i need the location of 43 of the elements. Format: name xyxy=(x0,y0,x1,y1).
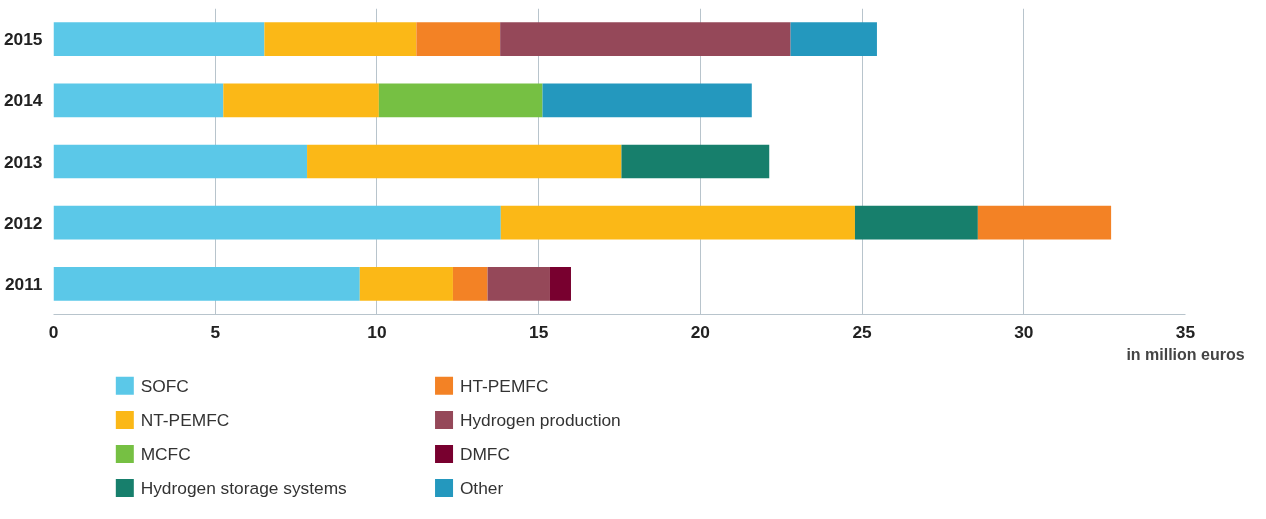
x-tick-label: 30 xyxy=(1014,321,1034,342)
legend-label: NT-PEMFC xyxy=(140,409,230,430)
bar xyxy=(416,22,501,56)
y-tick-label: 2013 xyxy=(3,151,43,172)
x-tick-label: 5 xyxy=(210,321,221,342)
bar xyxy=(264,22,417,56)
y-tick-label: 2015 xyxy=(3,29,43,50)
y-tick-label: 2014 xyxy=(3,90,43,111)
bar xyxy=(790,22,877,56)
bar xyxy=(53,267,360,301)
legend-label: Hydrogen storage systems xyxy=(140,478,348,499)
bar xyxy=(549,267,571,301)
bar xyxy=(542,83,752,118)
y-tick-label: 2011 xyxy=(4,273,43,294)
bar xyxy=(53,22,265,56)
bar xyxy=(500,22,791,56)
legend-label: HT-PEMFC xyxy=(459,375,549,396)
bar xyxy=(452,267,488,301)
legend-label: MCFC xyxy=(140,443,191,464)
legend-label: SOFC xyxy=(140,375,189,396)
y-tick-label: 2012 xyxy=(3,212,43,233)
bar xyxy=(977,205,1112,240)
bar xyxy=(500,205,855,240)
bar xyxy=(223,83,379,118)
bar xyxy=(854,205,978,240)
bar xyxy=(359,267,453,301)
legend-label: Hydrogen production xyxy=(459,409,621,430)
x-tick-label: 35 xyxy=(1175,321,1196,342)
bar xyxy=(53,83,224,118)
bar xyxy=(53,144,308,179)
bar xyxy=(378,83,543,118)
x-tick-label: 25 xyxy=(852,321,873,342)
x-tick-label: 15 xyxy=(529,321,549,342)
bar xyxy=(53,205,501,240)
bar xyxy=(621,144,770,179)
x-tick-label: 10 xyxy=(367,321,387,342)
bar xyxy=(487,267,550,301)
legend-label: Other xyxy=(459,478,504,499)
bar xyxy=(307,144,622,179)
x-tick-label: 20 xyxy=(690,321,710,342)
x-axis-title: in million euros xyxy=(1126,345,1245,363)
x-tick-label: 0 xyxy=(48,321,59,342)
legend-label: DMFC xyxy=(459,443,510,464)
